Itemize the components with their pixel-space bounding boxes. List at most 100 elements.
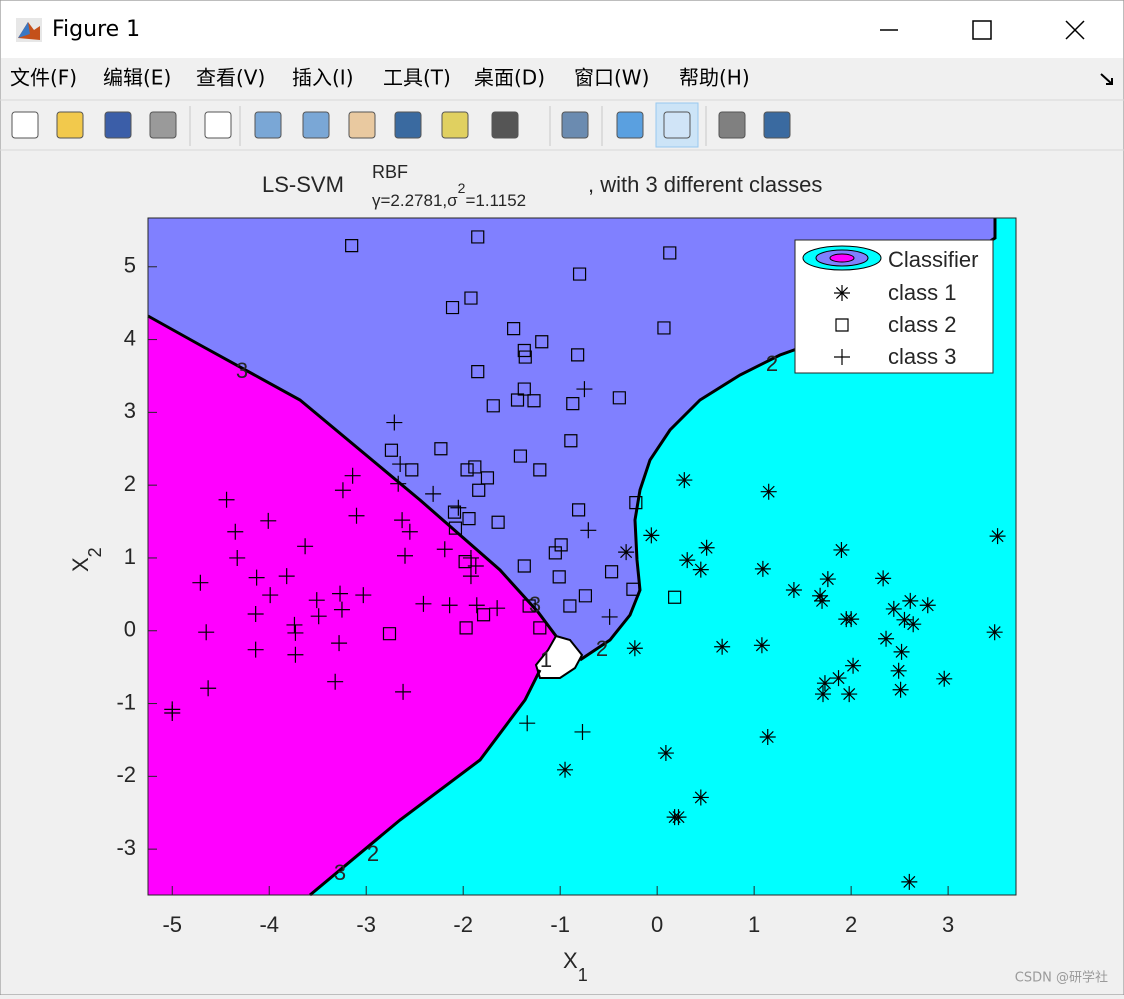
data-point [262, 587, 279, 604]
toolbar-button[interactable] [763, 111, 791, 139]
contour-label: 3 [334, 860, 346, 885]
close-button[interactable] [1065, 20, 1085, 40]
data-point [812, 587, 829, 604]
data-point [557, 761, 574, 778]
y-tick-label: -2 [116, 762, 136, 787]
data-point [507, 322, 521, 336]
toolbar-button[interactable] [149, 111, 177, 139]
watermark: CSDN @研学社 [1015, 970, 1108, 986]
legend-marker [834, 349, 850, 365]
data-point [576, 381, 593, 398]
data-point [331, 635, 348, 652]
title-subscript: γ=2.2781,σ [372, 191, 458, 210]
data-point [436, 541, 453, 558]
markers [164, 230, 1006, 890]
data-point [989, 528, 1006, 545]
toolbar-button[interactable] [561, 111, 589, 139]
data-point [843, 611, 860, 628]
data-point [760, 483, 777, 500]
data-point [510, 393, 525, 407]
menu-item[interactable]: 查看(V) [196, 66, 265, 90]
toolbar-button[interactable] [302, 111, 330, 139]
menu-item[interactable]: 文件(F) [10, 66, 77, 90]
data-point [643, 527, 660, 544]
menu-item[interactable]: 工具(T) [383, 66, 451, 90]
data-point [552, 570, 566, 584]
contour-line [534, 635, 584, 679]
data-point [462, 549, 479, 566]
toolbar-button[interactable] [11, 111, 39, 139]
toolbar-button[interactable] [348, 111, 376, 139]
data-point [626, 640, 643, 657]
data-point [348, 507, 365, 524]
menu-item[interactable]: 桌面(D) [474, 66, 545, 90]
menu-item[interactable]: 编辑(E) [103, 66, 171, 90]
toolbar-button[interactable] [204, 111, 232, 139]
data-point [218, 491, 235, 508]
legend-label: class 2 [888, 312, 956, 337]
data-point [785, 581, 802, 598]
data-point [670, 809, 687, 826]
toolbar-button[interactable] [491, 111, 519, 139]
data-point [629, 496, 643, 510]
data-point [472, 483, 486, 497]
data-point [450, 499, 467, 516]
data-point [663, 246, 677, 260]
data-point [518, 350, 532, 364]
toolbar-button[interactable] [616, 111, 644, 139]
data-point [397, 547, 414, 564]
data-point [192, 574, 209, 591]
data-point [287, 646, 304, 663]
data-point [571, 348, 585, 362]
menu-item[interactable]: 窗口(W) [574, 66, 649, 90]
window-title: Figure 1 [52, 17, 140, 42]
data-point [415, 595, 432, 612]
x-tick-label: 2 [845, 912, 857, 937]
contour-label: 2 [766, 351, 778, 376]
data-point [384, 443, 399, 457]
title-superscript: RBF [372, 162, 408, 182]
data-point [875, 570, 892, 587]
maximize-button[interactable] [972, 20, 992, 40]
menu-item[interactable]: 帮助(H) [679, 66, 750, 90]
data-point [462, 512, 476, 526]
toolbar-button[interactable] [104, 111, 132, 139]
title-suffix: , with 3 different classes [588, 172, 822, 197]
data-point [248, 569, 265, 586]
data-point [471, 230, 485, 244]
y-tick-label: 3 [124, 398, 136, 423]
data-point [390, 475, 407, 492]
data-point [548, 546, 562, 560]
y-tick-label: 5 [124, 253, 136, 278]
legend-label: class 1 [888, 280, 956, 305]
x-tick-label: 0 [651, 912, 663, 937]
data-point [830, 670, 847, 687]
data-point [878, 630, 895, 647]
data-point [458, 554, 472, 569]
toolbar-button[interactable] [718, 111, 746, 139]
data-point [533, 463, 547, 477]
toolbar-button[interactable] [663, 111, 691, 139]
menu-item[interactable]: 插入(I) [292, 66, 354, 90]
dock-arrow[interactable] [1100, 73, 1113, 85]
data-point [754, 560, 771, 577]
toolbar-button[interactable] [56, 111, 84, 139]
chart-title: LS-SVM RBF γ=2.2781,σ2=1.1152 , with 3 diff… [262, 162, 822, 211]
data-point [395, 683, 412, 700]
data-point [816, 675, 833, 692]
data-point [833, 541, 850, 558]
data-point [489, 600, 506, 617]
data-point [533, 621, 547, 635]
toolbar-button[interactable] [394, 111, 422, 139]
region-class-3 [148, 316, 556, 895]
contour-label: 2 [596, 636, 608, 661]
legend-marker [835, 318, 849, 332]
data-point [892, 681, 909, 698]
toolbar-button[interactable] [254, 111, 282, 139]
x-axis-label: X1 [563, 948, 588, 985]
toolbar-button[interactable] [441, 111, 469, 139]
data-point [566, 397, 580, 411]
contour-label: 3 [236, 358, 248, 383]
data-point [572, 503, 586, 517]
